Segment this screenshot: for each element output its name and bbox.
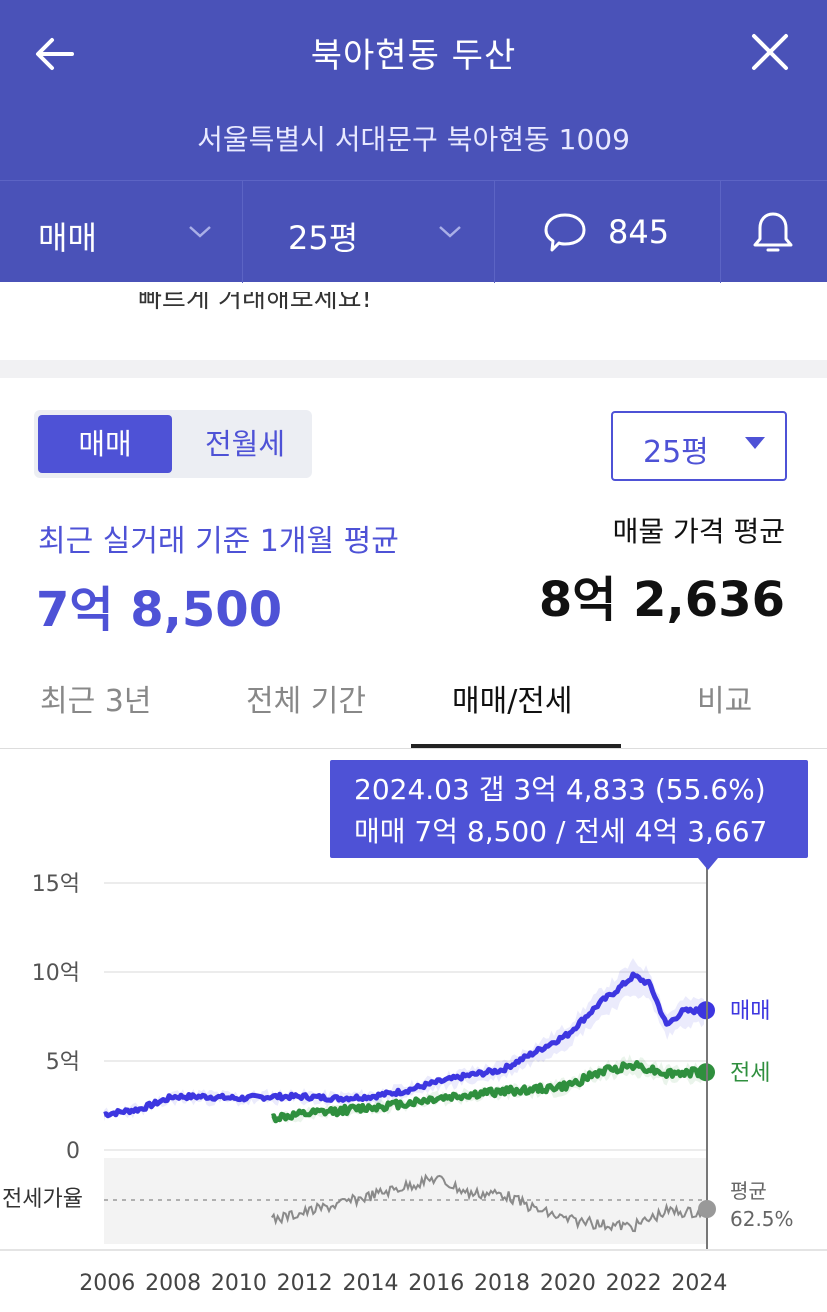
active-tab-indicator: [411, 744, 621, 748]
deal-toggle: 매매 전월세: [34, 410, 312, 478]
tooltip-arrow: [698, 858, 718, 870]
deal-type-label: 매매: [38, 219, 97, 257]
sale-series-line: [103, 971, 708, 1119]
chevron-down-icon: [439, 226, 461, 238]
y-axis-ticks: 15억 10억 5억 0: [32, 872, 80, 1164]
bell-icon: [753, 212, 793, 252]
recent-price-value: 7억 8,500: [36, 582, 283, 638]
listing-price-label: 매물 가격 평균: [612, 515, 785, 548]
section-divider: [0, 360, 827, 378]
listing-price-value: 8억 2,636: [538, 572, 785, 628]
x-tick-label: 2018: [474, 1271, 530, 1296]
period-tabs: 최근 3년 전체 기간 매매/전세 비교: [0, 660, 827, 749]
notification-button[interactable]: [720, 181, 827, 283]
recent-price-label: 최근 실거래 기준 1개월 평균: [38, 524, 399, 559]
promo-banner-text: 빠르게 거래해보세요!: [138, 284, 372, 314]
size-select-value: 25평: [643, 435, 709, 470]
ratio-average-label: 평균: [730, 1179, 767, 1203]
back-arrow-icon[interactable]: [30, 30, 78, 78]
filter-toolbar: 매매 25평 845: [0, 180, 827, 283]
toggle-sale[interactable]: 매매: [38, 415, 172, 473]
legend-jeonse: 전세: [730, 1061, 770, 1086]
toggle-rent[interactable]: 전월세: [204, 427, 286, 461]
comment-count: 845: [608, 213, 670, 251]
size-dropdown[interactable]: 25평: [242, 181, 495, 283]
deal-type-dropdown[interactable]: 매매: [0, 181, 243, 283]
range-band: [104, 958, 704, 1122]
ratio-label: 전세가율: [2, 1187, 83, 1212]
tooltip-price-line: 매매 7억 8,500 / 전세 4억 3,667: [354, 815, 768, 848]
address: 서울특별시 서대문구 북아현동 1009: [197, 123, 630, 156]
page-title: 북아현동 두산: [310, 36, 517, 76]
chart-tooltip: 2024.03 갭 3억 4,833 (55.6%) 매매 7억 8,500 /…: [330, 760, 808, 870]
tab-all-period[interactable]: 전체 기간: [246, 684, 366, 719]
size-label: 25평: [288, 219, 359, 257]
chevron-down-icon: [189, 226, 211, 238]
tab-recent-3y[interactable]: 최근 3년: [40, 684, 152, 719]
y-tick-label: 15억: [32, 872, 80, 897]
y-tick-label: 5억: [46, 1050, 80, 1075]
speech-bubble-icon: [544, 213, 586, 252]
x-tick-label: 2020: [540, 1271, 596, 1296]
x-tick-label: 2010: [211, 1271, 267, 1296]
comments-button[interactable]: 845: [494, 181, 721, 283]
caret-down-icon: [745, 437, 765, 449]
y-tick-label: 10억: [32, 961, 80, 986]
x-tick-label: 2022: [606, 1271, 662, 1296]
x-tick-label: 2014: [342, 1271, 398, 1296]
chart-grid: [104, 882, 706, 1151]
ratio-cursor-dot: [698, 1200, 716, 1218]
x-tick-label: 2012: [277, 1271, 333, 1296]
x-tick-label: 2024: [671, 1271, 727, 1296]
x-tick-label: 2016: [408, 1271, 464, 1296]
x-axis-ticks: 2006 2008 2010 2012 2014 2016 2018 2020 2022 2024: [79, 1271, 727, 1296]
tab-sale-jeonse[interactable]: 매매/전세: [452, 684, 573, 719]
jeonse-ratio-line: [270, 1173, 707, 1233]
legend-sale: 매매: [730, 999, 770, 1024]
x-tick-label: 2006: [79, 1271, 135, 1296]
price-chart[interactable]: 15억 10억 5억 0 전세가율 평균 62.5% 2006 2008 2010 2012…: [0, 750, 827, 1312]
app-header: 북아현동 두산 서울특별시 서대문구 북아현동 1009 매매 25평 845: [0, 0, 827, 283]
tab-compare[interactable]: 비교: [697, 684, 753, 719]
size-select[interactable]: 25평: [611, 411, 787, 481]
jeonse-series-line: [271, 1060, 707, 1124]
close-icon[interactable]: [748, 30, 792, 74]
x-tick-label: 2008: [145, 1271, 201, 1296]
ratio-average-value: 62.5%: [730, 1207, 794, 1231]
y-tick-label: 0: [66, 1139, 80, 1164]
tooltip-gap-line: 2024.03 갭 3억 4,833 (55.6%): [354, 773, 766, 806]
ratio-panel-bg: [104, 1158, 706, 1244]
